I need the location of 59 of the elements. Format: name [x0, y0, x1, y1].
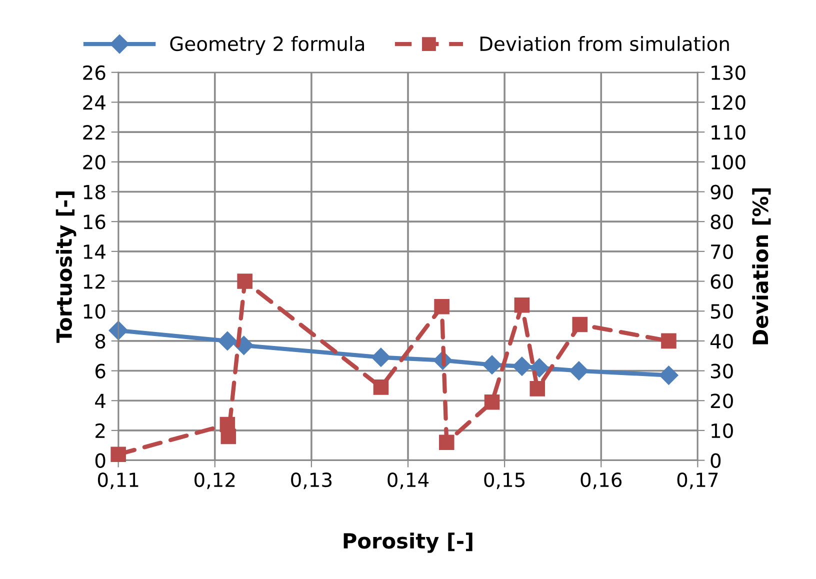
- point: [482, 355, 502, 374]
- point: [512, 356, 532, 376]
- point: [237, 274, 252, 289]
- point: [530, 381, 546, 396]
- point: [110, 446, 126, 462]
- y2-tick-label: 30: [710, 364, 733, 378]
- y-tick-label: 4: [95, 394, 106, 408]
- point: [661, 333, 676, 349]
- point: [371, 348, 390, 367]
- point: [373, 380, 389, 395]
- y-tick-label: 22: [83, 125, 105, 140]
- x-tick-label: 0,11: [98, 472, 138, 490]
- point: [572, 316, 588, 332]
- point: [659, 366, 678, 385]
- y-tick-label: 12: [84, 274, 105, 289]
- point: [514, 297, 530, 313]
- x-axis-title: Porosity [-]: [344, 532, 472, 553]
- point: [108, 320, 128, 340]
- y-tick-label: 8: [95, 334, 106, 349]
- x-tick-label: 0,12: [194, 472, 235, 490]
- y-tick-label: 0: [95, 453, 106, 468]
- y-tick-label: 16: [84, 214, 106, 230]
- y2-tick-label: 0: [710, 453, 721, 468]
- y2-tick-label: 100: [712, 154, 746, 170]
- y2-tick-label: 10: [712, 423, 733, 438]
- y2-axis-title: Deviation [%]: [752, 188, 771, 344]
- point: [530, 358, 549, 378]
- point: [569, 361, 588, 380]
- x-tick-label: 0,16: [580, 472, 622, 490]
- y2-tick-label: 130: [712, 65, 746, 80]
- x-tick-label: 0,13: [291, 472, 332, 490]
- legend-label: Deviation from simulation: [480, 36, 729, 52]
- point: [434, 298, 450, 314]
- y2-tick-label: 40: [710, 334, 733, 349]
- y2-tick-label: 60: [710, 274, 733, 289]
- y2-tick-label: 110: [712, 125, 746, 140]
- y-tick-label: 18: [84, 184, 106, 200]
- y-tick-label: 24: [83, 95, 106, 110]
- y-tick-label: 14: [84, 244, 106, 259]
- x-tick-label: 0,14: [388, 472, 429, 490]
- y-tick-label: 2: [96, 423, 105, 438]
- y-tick-label: 26: [83, 65, 106, 80]
- y2-tick-label: 70: [711, 244, 733, 260]
- y-tick-label: 10: [84, 304, 106, 319]
- point: [218, 331, 237, 350]
- legend-label: Geometry 2 formula: [170, 36, 364, 55]
- y2-tick-label: 20: [710, 394, 733, 408]
- x-tick-label: 0,17: [677, 472, 718, 490]
- y2-tick-label: 120: [712, 95, 746, 110]
- y-tick-label: 20: [83, 154, 106, 170]
- y2-tick-label: 90: [710, 184, 733, 200]
- x-tick-label: 0,15: [484, 472, 525, 490]
- y-axis-title: Tortuosity [-]: [56, 192, 76, 343]
- point: [220, 428, 236, 444]
- y2-tick-label: 80: [710, 214, 733, 230]
- point: [484, 394, 500, 410]
- point: [438, 434, 454, 450]
- y-tick-label: 6: [96, 364, 106, 378]
- y2-tick-label: 50: [710, 304, 733, 319]
